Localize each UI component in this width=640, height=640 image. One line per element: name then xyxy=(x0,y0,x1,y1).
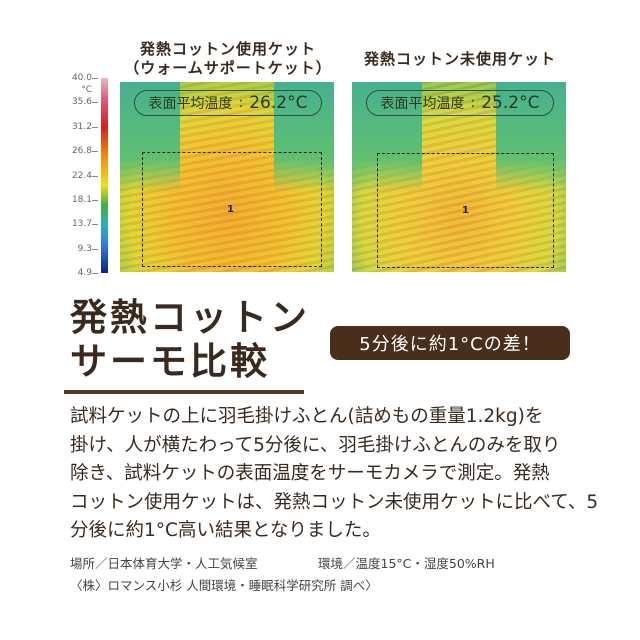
scale-tick xyxy=(92,199,98,201)
note-place: 場所／日本体育大学・人工気候室 xyxy=(70,556,258,571)
description-line: 分後に約1°C高い結果となりました。 xyxy=(70,520,381,541)
scale-tick xyxy=(92,126,98,128)
right-caption: 発熱コットン未使用ケット xyxy=(363,50,556,68)
title-line1: 発熱コットン xyxy=(70,296,310,339)
title-line2: サーモ比較 xyxy=(70,340,270,383)
left-temp-pill: 表面平均温度:26.2°C xyxy=(134,90,322,116)
description-line: コットン使用ケットは、発熱コットン未使用ケットに比べて、5 xyxy=(70,491,599,513)
scale-tick-label: 35.6 xyxy=(71,97,92,108)
page-title: 発熱コットン サーモ比較 xyxy=(70,296,310,384)
temp-value: 25.2°C xyxy=(481,93,540,113)
difference-badge: 5分後に約1°Cの差！ xyxy=(330,326,570,360)
scale-tick xyxy=(92,224,98,226)
description-line: 試料ケットの上に羽毛掛けふとん(詰めもの重量1.2kg)を xyxy=(70,406,544,427)
roi-label: 1 xyxy=(462,205,469,216)
temp-label: 表面平均温度 xyxy=(148,96,233,112)
scale-tick-label: 13.7 xyxy=(71,219,92,230)
title-underline xyxy=(64,390,304,394)
left-caption-line2: （ウォームサポートケット） xyxy=(124,59,332,77)
scale-tick xyxy=(92,102,98,104)
scale-tick xyxy=(92,248,98,250)
left-caption: 発熱コットン使用ケット （ウォームサポートケット） xyxy=(118,40,338,78)
scale-tick-label: 40.0 xyxy=(71,73,92,83)
scale-tick xyxy=(92,78,98,79)
scale-tick-label: 4.9 xyxy=(77,268,92,278)
right-thermal-image: 表面平均温度:25.2°C 1 xyxy=(352,82,566,272)
scale-tick-label: 26.8 xyxy=(71,146,92,157)
right-temp-pill: 表面平均温度:25.2°C xyxy=(366,90,554,116)
roi-box xyxy=(377,153,554,268)
scale-unit: °C xyxy=(81,85,92,95)
roi-box xyxy=(142,152,322,267)
description-line: 掛け、人が横たわって5分後に、羽毛掛けふとんのみを取り xyxy=(70,434,561,456)
roi-label: 1 xyxy=(227,204,234,215)
scale-tick xyxy=(92,175,98,177)
scale-tick-label: 22.4 xyxy=(71,170,92,181)
scale-tick-label: 9.3 xyxy=(77,243,92,254)
description-line: 除き、試料ケットの表面温度をサーモカメラで測定。発熱 xyxy=(70,463,550,484)
temp-value: 26.2°C xyxy=(249,93,308,113)
scale-tick xyxy=(92,151,98,153)
scale-tick-label: 18.1 xyxy=(71,194,92,205)
color-scale-bar xyxy=(101,78,108,273)
left-caption-line1: 発熱コットン使用ケット xyxy=(139,40,316,58)
note-source: 〈株〉ロマンス小杉 人間環境・睡眠科学研究所 調べ〉 xyxy=(70,578,378,593)
scale-tick xyxy=(92,273,98,274)
scale-tick-label: 31.2 xyxy=(71,121,92,132)
description: 試料ケットの上に羽毛掛けふとん(詰めもの重量1.2kg)を 掛け、人が横たわって… xyxy=(70,403,635,546)
note-environment: 環境／温度15°C・湿度50%RH xyxy=(318,556,495,571)
temp-label: 表面平均温度 xyxy=(380,96,465,112)
left-thermal-image: 表面平均温度:26.2°C 1 xyxy=(120,82,334,272)
